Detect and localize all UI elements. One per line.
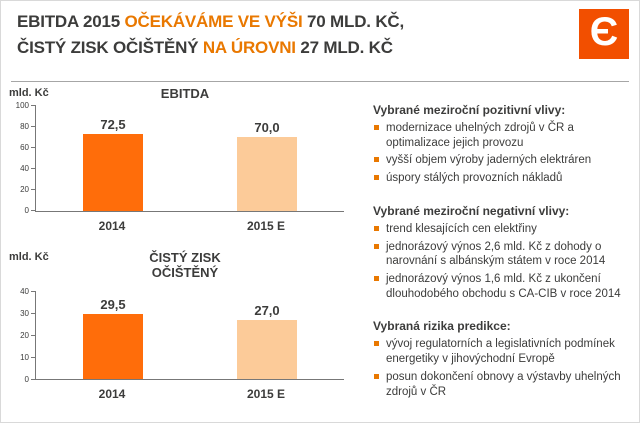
- chart-title: ČISTÝ ZISK OČIŠTĚNÝ: [149, 250, 221, 280]
- title-segment: 70 MLD. KČ,: [307, 12, 404, 31]
- bullet-square-icon: [374, 157, 379, 163]
- ebitda-chart: mld. Kč EBITDA 100 80 60 40 20 0 72,5 70…: [7, 86, 363, 233]
- y-axis-unit: mld. Kč: [9, 87, 49, 99]
- x-axis-labels: 2014 2015 E: [35, 387, 343, 401]
- section-heading: Vybrané meziroční pozitivní vlivy:: [373, 103, 566, 117]
- x-label-2015e: 2015 E: [246, 219, 286, 233]
- y-tick-label: 20: [20, 185, 29, 195]
- bar-value-label: 70,0: [254, 119, 280, 135]
- title-segment: EBITDA 2015: [17, 12, 125, 31]
- bullet-item: jednorázový výnos 1,6 mld. Kč z ukončení…: [373, 272, 631, 301]
- bullet-item: úspory stálých provozních nákladů: [373, 171, 631, 186]
- bullet-text: vývoj regulatorních a legislativních pod…: [386, 338, 615, 366]
- x-label-2015e: 2015 E: [246, 387, 286, 401]
- plot-wrap: 40 30 20 10 0 29,5 27,0: [11, 287, 363, 384]
- y-axis-ticks: 40 30 20 10 0: [11, 286, 35, 384]
- bullet-square-icon: [374, 125, 379, 130]
- y-tick: 40: [11, 286, 35, 296]
- slide-header: EBITDA 2015 OČEKÁVÁME VE VÝŠI 70 MLD. KČ…: [1, 1, 639, 79]
- chart-head: mld. Kč EBITDA: [7, 86, 363, 105]
- bullet-text: trend klesajících cen elektřiny: [386, 222, 537, 235]
- title-segment: ČISTÝ ZISK OČIŠTĚNÝ: [17, 37, 203, 57]
- chart-title: EBITDA: [160, 86, 210, 101]
- y-tick-label: 80: [20, 121, 29, 131]
- y-tick: 40: [11, 164, 35, 174]
- header-divider: [11, 81, 629, 82]
- section-negative-effects: Vybrané meziroční negativní vlivy: trend…: [373, 204, 631, 302]
- bar-2014: [83, 314, 143, 379]
- plot-area: 29,5 27,0: [35, 291, 344, 380]
- cez-logo-glyph: Є: [589, 10, 619, 54]
- title-segment: 27 MLD. KČ: [300, 37, 393, 57]
- bar-group-2014: 72,5: [36, 105, 190, 211]
- cisty-zisk-chart: mld. Kč ČISTÝ ZISK OČIŠTĚNÝ 40 30 20 10 …: [7, 250, 363, 401]
- chart-head: mld. Kč ČISTÝ ZISK OČIŠTĚNÝ: [7, 250, 363, 291]
- bar-2015e: [237, 319, 297, 379]
- y-tick: 100: [11, 100, 35, 110]
- bullet-item: vývoj regulatorních a legislativních pod…: [373, 337, 631, 366]
- title-segment-accent: OČEKÁVÁME VE VÝŠI: [124, 12, 308, 31]
- cez-logo: Є: [579, 9, 629, 59]
- section-heading: Vybrané meziroční negativní vlivy:: [373, 203, 570, 218]
- y-axis-unit: mld. Kč: [9, 251, 49, 263]
- commentary-column: Vybrané meziroční pozitivní vlivy: moder…: [373, 103, 631, 417]
- bar-2014: [83, 134, 143, 211]
- y-tick-label: 20: [20, 330, 29, 340]
- y-axis-ticks: 100 80 60 40 20 0: [11, 100, 35, 216]
- bar-value-label: 27,0: [254, 302, 280, 318]
- bullet-text: jednorázový výnos 1,6 mld. Kč z ukončení…: [386, 273, 621, 300]
- bullet-square-icon: [374, 175, 379, 181]
- bullet-square-icon: [374, 373, 379, 379]
- bullet-item: vyšší objem výroby jaderných elektráren: [373, 153, 631, 168]
- bullet-text: posun dokončení obnovy a výstavby uhelný…: [386, 370, 621, 398]
- title-segment-accent: NA ÚROVNI: [202, 37, 301, 57]
- y-tick: 0: [11, 206, 35, 216]
- y-tick-label: 10: [20, 352, 29, 362]
- y-tick: 0: [11, 374, 35, 384]
- bullet-square-icon: [374, 243, 379, 249]
- bar-group-2014: 29,5: [36, 291, 190, 379]
- y-tick: 60: [11, 142, 35, 152]
- y-tick-label: 30: [20, 308, 29, 318]
- bullet-text: jednorázový výnos 2,6 mld. Kč z dohody o…: [386, 240, 606, 268]
- bullet-text: vyšší objem výroby jaderných elektráren: [386, 154, 592, 167]
- bullet-square-icon: [374, 276, 379, 282]
- bullet-square-icon: [374, 225, 379, 231]
- plot-wrap: 100 80 60 40 20 0 72,5 70,0: [11, 101, 363, 215]
- y-tick-label: 40: [20, 286, 29, 296]
- y-tick: 30: [11, 308, 35, 318]
- x-axis-labels: 2014 2015 E: [35, 219, 343, 233]
- slide-title: EBITDA 2015 OČEKÁVÁME VE VÝŠI 70 MLD. KČ…: [17, 9, 404, 60]
- bar-2015e: [237, 136, 297, 211]
- section-positive-effects: Vybrané meziroční pozitivní vlivy: moder…: [373, 103, 631, 186]
- plot-area: 72,5 70,0: [35, 105, 344, 212]
- bullet-item: trend klesajících cen elektřiny: [373, 222, 631, 237]
- bullet-text: modernizace uhelných zdrojů v ČR a optim…: [386, 122, 574, 149]
- y-tick-label: 40: [20, 164, 29, 174]
- y-tick: 10: [11, 352, 35, 362]
- y-tick-label: 0: [24, 374, 29, 384]
- y-tick: 80: [11, 121, 35, 131]
- bullet-item: jednorázový výnos 2,6 mld. Kč z dohody o…: [373, 240, 631, 269]
- bar-group-2015e: 27,0: [190, 291, 344, 379]
- section-heading: Vybraná rizika predikce:: [373, 319, 511, 334]
- bullet-item: posun dokončení obnovy a výstavby uhelný…: [373, 370, 631, 399]
- section-prediction-risks: Vybraná rizika predikce: vývoj regulator…: [373, 319, 631, 399]
- y-tick-label: 60: [20, 142, 29, 152]
- bar-group-2015e: 70,0: [190, 105, 344, 211]
- x-label-2014: 2014: [98, 219, 126, 233]
- bullet-item: modernizace uhelných zdrojů v ČR a optim…: [373, 121, 631, 150]
- y-tick-label: 100: [15, 100, 29, 110]
- y-tick: 20: [11, 185, 35, 195]
- bullet-square-icon: [374, 341, 379, 347]
- y-tick-label: 0: [24, 206, 29, 216]
- bar-value-label: 29,5: [100, 297, 126, 313]
- y-tick: 20: [11, 330, 35, 340]
- bar-value-label: 72,5: [100, 117, 126, 133]
- x-label-2014: 2014: [98, 387, 126, 401]
- bullet-text: úspory stálých provozních nákladů: [386, 172, 563, 185]
